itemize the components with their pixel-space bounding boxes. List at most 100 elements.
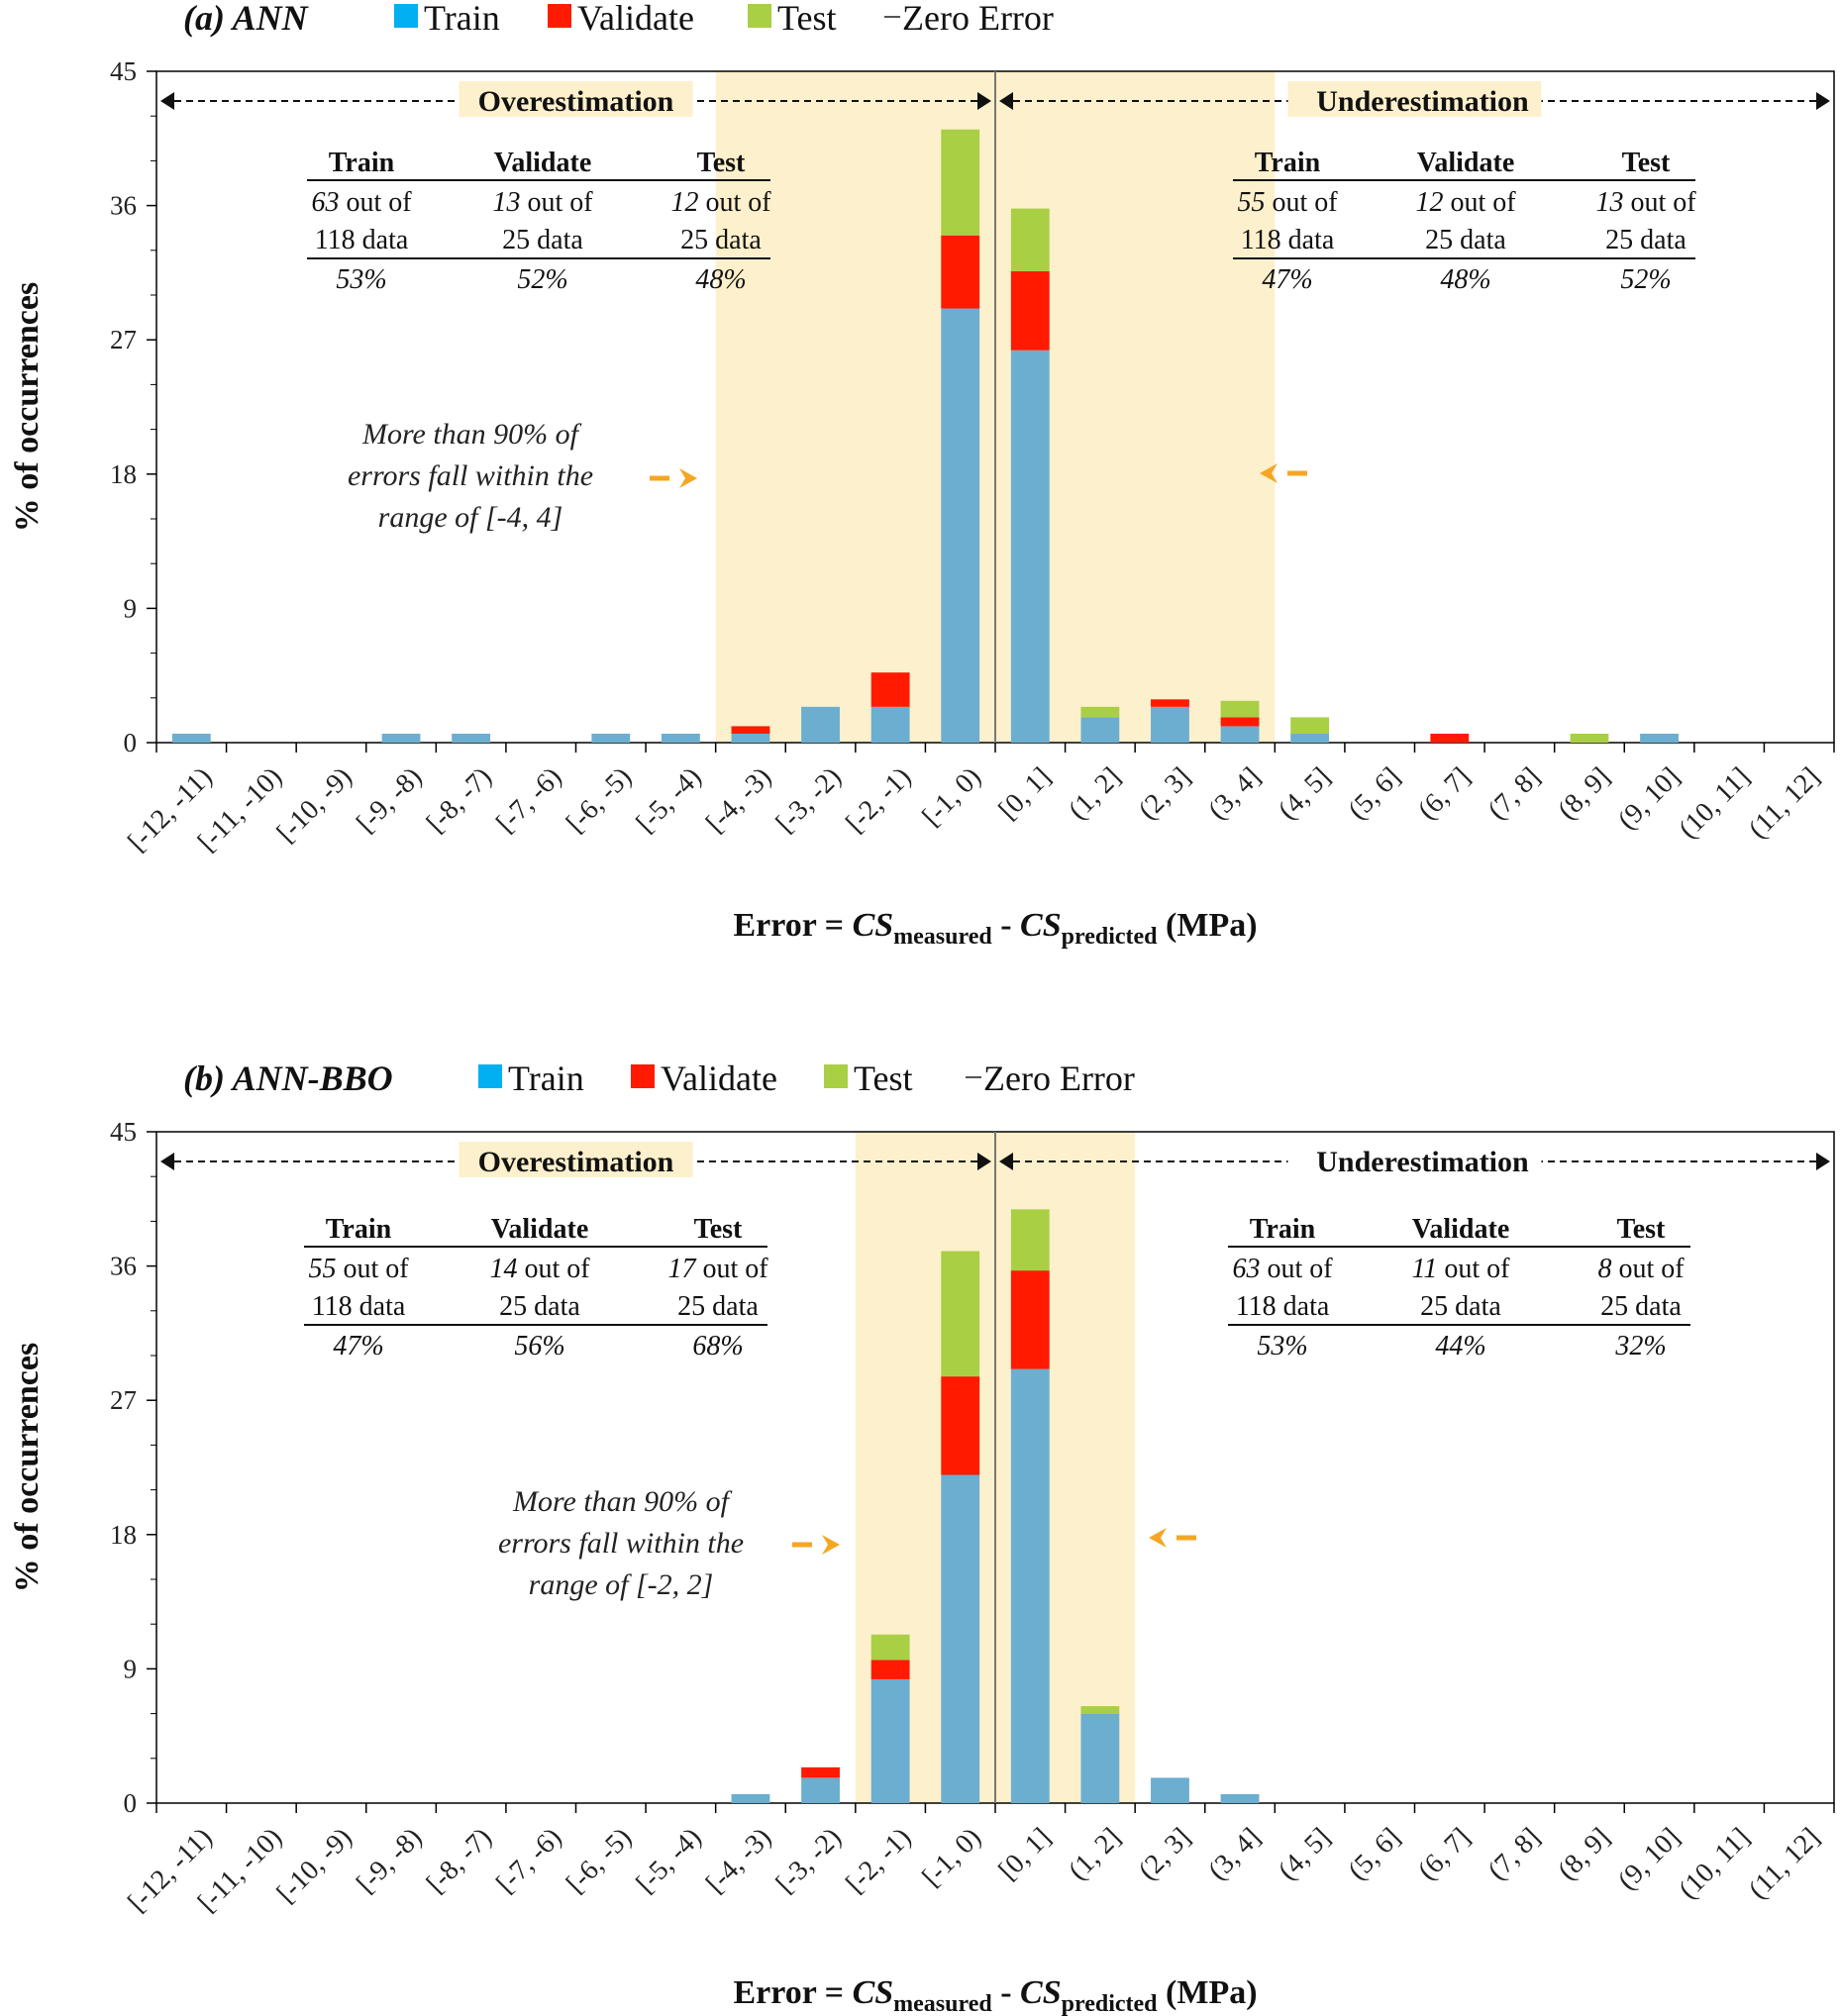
count-value: 55 [308, 1254, 336, 1284]
count-value: 13 [1595, 187, 1623, 218]
y-tick-label: 18 [110, 459, 137, 489]
table-count: 13 out of [1595, 187, 1696, 218]
table-total: 118 data [312, 1291, 406, 1322]
legend-label: Test [854, 1058, 912, 1098]
table-count: 55 out of [1237, 187, 1338, 218]
x-category-label: [-5, -4) [630, 761, 707, 839]
x-axis-label: Error = CSmeasured - CSpredicted (MPa) [733, 907, 1257, 950]
table-percent: 53% [1257, 1331, 1307, 1361]
count-out-of: out of [336, 1254, 409, 1284]
overestimation-label: Overestimation [478, 1146, 674, 1178]
arrow-head [1816, 1153, 1830, 1170]
legend-label: Train [508, 1058, 584, 1098]
count-out-of: out of [520, 187, 593, 218]
bar-train [1151, 1777, 1189, 1803]
table-count: 63 out of [1232, 1254, 1333, 1284]
count-value: 63 [1232, 1254, 1260, 1284]
x-category-label: [-10, -9) [271, 1822, 358, 1909]
table-percent: 48% [695, 264, 746, 295]
x-category-label: (1, 2] [1063, 761, 1127, 826]
x-category-label: [-4, -3) [700, 1822, 777, 1899]
count-value: 8 [1597, 1254, 1611, 1284]
count-out-of: out of [339, 187, 412, 218]
count-out-of: out of [698, 187, 771, 218]
legend-swatch-test [748, 4, 771, 28]
x-category-label: [-6, -5) [561, 761, 638, 839]
x-category-label: (2, 3] [1133, 761, 1197, 826]
count-out-of: out of [517, 1254, 590, 1284]
table-count: 12 out of [1415, 187, 1516, 218]
table-header: Test [1622, 148, 1671, 178]
bar-train [1080, 1713, 1120, 1803]
y-tick-label: 27 [110, 1385, 137, 1415]
y-tick-label: 36 [110, 191, 137, 221]
x-category-label: [-6, -5) [561, 1822, 638, 1899]
bar-train [1220, 726, 1260, 743]
table-total: 118 data [1241, 225, 1335, 255]
y-tick-label: 0 [124, 728, 138, 757]
table-count: 14 out of [489, 1254, 590, 1284]
y-axis-label: % of occurrences [9, 282, 46, 532]
bar-train [941, 308, 980, 743]
x-category-label: [-2, -1) [840, 761, 917, 839]
x-category-label: [-7, -6) [490, 761, 567, 839]
bar-train [1220, 1793, 1260, 1803]
x-category-label: [0, 1] [993, 761, 1058, 826]
x-category-label: [-8, -7) [421, 761, 498, 839]
y-tick-label: 9 [124, 593, 138, 623]
y-axis-label: % of occurrences [9, 1343, 46, 1592]
table-count: 11 out of [1411, 1254, 1510, 1284]
bar-validate [941, 235, 980, 309]
count-value: 12 [670, 187, 698, 218]
y-tick-label: 45 [110, 1117, 137, 1147]
bar-train [171, 733, 211, 743]
bar-validate [941, 1376, 980, 1475]
table-header: Train [329, 148, 395, 178]
table-header: Train [1250, 1214, 1316, 1245]
table-header: Test [697, 148, 746, 178]
bar-test [870, 1634, 910, 1661]
bar-train [731, 1793, 770, 1803]
label-bg [1287, 1142, 1542, 1177]
arrow-head [977, 1153, 991, 1170]
arrow-head [160, 1153, 174, 1170]
table-count: 13 out of [492, 187, 593, 218]
bar-validate [870, 1660, 910, 1679]
y-tick-label: 0 [124, 1788, 138, 1818]
table-total: 25 data [1425, 225, 1506, 255]
table-percent: 48% [1440, 264, 1490, 295]
panel-title: (a) ANN [183, 0, 310, 38]
x-category-label: (3, 4] [1202, 761, 1267, 826]
x-category-label: [-2, -1) [840, 1822, 917, 1899]
legend-label: Validate [577, 0, 694, 38]
count-value: 17 [667, 1254, 696, 1284]
table-header: Validate [494, 148, 592, 178]
bar-test [1080, 1706, 1120, 1714]
x-category-label: (6, 7] [1412, 1822, 1477, 1886]
bar-train [801, 706, 840, 743]
table-count: 12 out of [670, 187, 771, 218]
bar-train [941, 1474, 980, 1803]
orange-arrow-left [1149, 1528, 1167, 1548]
table-header: Test [1617, 1214, 1666, 1245]
overestimation-label: Overestimation [478, 85, 674, 118]
x-category-label: [-3, -2) [770, 1822, 848, 1899]
xlabel-part: - [992, 1974, 1020, 2011]
bar-train [1151, 706, 1189, 743]
bar-test [1010, 1209, 1050, 1271]
label-bg [459, 1142, 693, 1177]
bar-test [1010, 208, 1050, 271]
x-category-label: (2, 3] [1133, 1822, 1197, 1886]
orange-arrow-right [679, 468, 697, 488]
bar-train [870, 706, 910, 743]
bar-validate [1220, 717, 1260, 727]
bar-validate [1010, 270, 1050, 351]
table-total: 25 data [1605, 225, 1687, 255]
bar-test [1080, 706, 1120, 718]
arrow-head [160, 92, 174, 110]
table-percent: 56% [514, 1331, 564, 1361]
bar-train [381, 733, 421, 743]
x-category-label: (5, 6] [1342, 761, 1406, 826]
